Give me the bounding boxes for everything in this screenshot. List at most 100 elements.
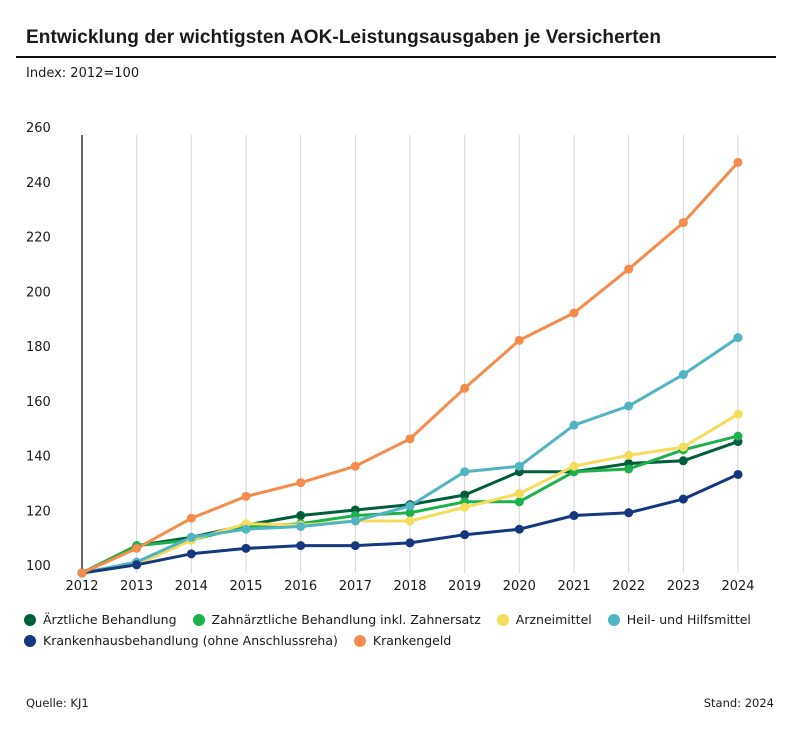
data-point [460, 383, 470, 393]
data-point [514, 461, 524, 471]
x-tick-label: 2023 [667, 579, 700, 594]
legend-label: Zahnärztliche Behandlung inkl. Zahnersat… [211, 612, 481, 627]
legend-item: Krankengeld [353, 633, 452, 648]
data-point [350, 541, 360, 551]
x-tick-label: 2020 [503, 579, 536, 594]
data-point [678, 494, 688, 504]
data-point [405, 516, 415, 526]
chart-subtitle: Index: 2012=100 [26, 66, 140, 81]
legend-dot-icon [607, 613, 620, 626]
data-point [460, 530, 470, 540]
legend-dot-icon [353, 634, 366, 647]
legend-item: Zahnärztliche Behandlung inkl. Zahnersat… [192, 612, 481, 627]
legend-label: Ärztliche Behandlung [43, 612, 177, 627]
data-point [624, 264, 634, 274]
legend-item: Ärztliche Behandlung [24, 612, 177, 627]
legend-dot-icon [192, 613, 205, 626]
x-tick-label: 2018 [393, 579, 426, 594]
data-point [296, 478, 306, 488]
x-tick-label: 2021 [557, 579, 590, 594]
data-point [514, 335, 524, 345]
legend-dot-icon [24, 613, 36, 626]
legend: Ärztliche Behandlung Zahnärztliche Behand… [24, 609, 784, 651]
y-tick-label: 240 [26, 176, 51, 191]
data-point [296, 521, 306, 531]
line-chart: 100 120 140 160 180 200 220 240 260 2012 2013 2014… [26, 121, 755, 594]
x-tick-label: 2024 [721, 579, 754, 594]
data-point [678, 218, 688, 228]
data-point [405, 501, 415, 511]
y-tick-label: 100 [26, 559, 51, 574]
data-point [678, 456, 688, 466]
y-tick-label: 160 [26, 395, 51, 410]
data-point [405, 508, 415, 518]
legend-label: Arzneimittel [515, 612, 592, 627]
data-point [186, 532, 196, 542]
data-point [733, 409, 743, 419]
y-tick-label: 260 [26, 121, 51, 136]
data-point [514, 524, 524, 534]
legend-item: Arzneimittel [496, 612, 592, 627]
data-point [460, 490, 470, 500]
data-point [186, 513, 196, 523]
x-axis: 2012 2013 2014 2015 2016 2017 2018 2019 2020 2021… [65, 579, 754, 594]
data-point [569, 511, 579, 521]
x-tick-label: 2017 [339, 579, 372, 594]
data-point [460, 502, 470, 512]
data-point [569, 420, 579, 430]
data-point [132, 560, 142, 570]
data-point [678, 442, 688, 452]
data-point [678, 370, 688, 380]
data-point [296, 541, 306, 551]
date-note: Stand: 2024 [703, 696, 774, 710]
data-point [77, 568, 87, 578]
x-tick-label: 2016 [284, 579, 317, 594]
legend-dot-icon [496, 613, 509, 626]
data-point [624, 508, 634, 518]
data-point [514, 497, 524, 507]
y-tick-label: 220 [26, 231, 51, 246]
data-point [241, 491, 251, 501]
legend-label: Krankenhausbehandlung (ohne Anschlussreh… [43, 633, 338, 648]
gridlines [136, 135, 739, 573]
y-tick-label: 200 [26, 285, 51, 300]
source-note: Quelle: KJ1 [26, 696, 89, 710]
x-tick-label: 2022 [612, 579, 645, 594]
y-tick-label: 180 [26, 340, 51, 355]
x-tick-label: 2014 [175, 579, 208, 594]
y-tick-label: 120 [26, 504, 51, 519]
series-points [77, 157, 743, 578]
data-point [350, 461, 360, 471]
data-point [624, 401, 634, 411]
data-point [350, 516, 360, 526]
data-point [460, 467, 470, 477]
x-tick-label: 2019 [448, 579, 481, 594]
data-point [296, 511, 306, 521]
data-point [241, 524, 251, 534]
data-point [241, 543, 251, 553]
chart-title: Entwicklung der wichtigsten AOK-Leistung… [26, 27, 662, 48]
data-point [733, 469, 743, 479]
data-point [405, 538, 415, 548]
data-point [733, 333, 743, 343]
data-point [514, 489, 524, 499]
data-point [405, 434, 415, 444]
legend-label: Krankengeld [372, 633, 452, 648]
data-point [569, 308, 579, 318]
x-tick-label: 2013 [120, 579, 153, 594]
y-tick-label: 140 [26, 450, 51, 465]
data-point [186, 549, 196, 559]
legend-item: Krankenhausbehandlung (ohne Anschlussreh… [24, 633, 338, 648]
legend-label: Heil- und Hilfsmittel [626, 612, 751, 627]
data-point [624, 450, 634, 460]
data-point [624, 464, 634, 474]
data-point [733, 431, 743, 441]
legend-row: Krankenhausbehandlung (ohne Anschlussreh… [24, 630, 784, 651]
title-divider [16, 56, 776, 58]
x-tick-label: 2012 [65, 579, 98, 594]
x-tick-label: 2015 [229, 579, 262, 594]
data-point [733, 157, 743, 167]
data-point [132, 543, 142, 553]
legend-row: Ärztliche Behandlung Zahnärztliche Behand… [24, 609, 784, 630]
legend-item: Heil- und Hilfsmittel [607, 612, 751, 627]
